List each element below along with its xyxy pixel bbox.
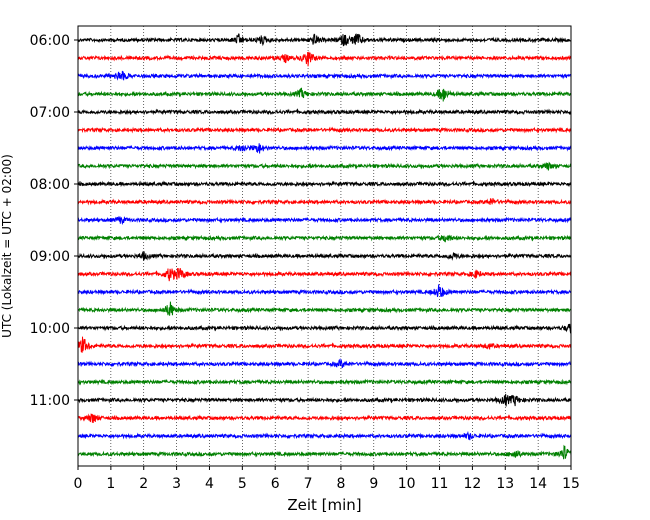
y-axis-label: UTC (Lokalzeit = UTC + 02:00) xyxy=(0,154,14,338)
x-tick-label: 3 xyxy=(172,476,181,492)
seismic-trace xyxy=(77,180,572,188)
seismic-trace xyxy=(77,234,572,243)
x-tick-label: 5 xyxy=(238,476,247,492)
seismic-trace xyxy=(77,108,572,116)
x-tick-label: 13 xyxy=(496,476,514,492)
x-tick-label: 12 xyxy=(463,476,481,492)
y-tick-label: 06:00 xyxy=(30,33,70,49)
seismic-trace xyxy=(77,393,572,407)
seismic-trace xyxy=(77,87,572,102)
seismic-trace xyxy=(77,301,572,316)
seismic-trace xyxy=(77,143,572,154)
seismic-trace xyxy=(77,323,572,334)
seismic-trace xyxy=(77,413,572,423)
plot-frame xyxy=(77,25,572,467)
seismic-trace xyxy=(77,268,572,282)
seismic-trace xyxy=(77,430,572,441)
x-tick-label: 15 xyxy=(562,476,580,492)
x-axis-ticks: 0 1 2 3 4 5 6 7 8 9 10 11 12 13 14 15 xyxy=(74,466,580,492)
y-tick-label: 09:00 xyxy=(30,249,70,265)
y-tick-label: 07:00 xyxy=(30,105,70,121)
seismic-trace xyxy=(77,358,572,369)
x-tick-label: 1 xyxy=(106,476,115,492)
seismic-trace xyxy=(77,444,572,460)
seismic-trace xyxy=(77,33,572,47)
grid-lines xyxy=(110,26,539,466)
seismic-trace xyxy=(77,251,572,261)
seismic-trace xyxy=(77,198,572,206)
x-tick-label: 9 xyxy=(369,476,378,492)
trace-lines xyxy=(77,33,572,460)
x-axis-label: Zeit [min] xyxy=(287,496,361,514)
x-tick-label: 11 xyxy=(431,476,449,492)
seismic-trace xyxy=(77,215,572,225)
plot-background xyxy=(78,26,571,466)
y-tick-label: 08:00 xyxy=(30,177,70,193)
seismic-trace xyxy=(77,126,572,134)
y-tick-label: 10:00 xyxy=(30,321,70,337)
seismic-trace xyxy=(77,336,572,353)
x-tick-label: 14 xyxy=(529,476,547,492)
x-tick-label: 2 xyxy=(139,476,148,492)
x-tick-label: 0 xyxy=(74,476,83,492)
x-tick-label: 10 xyxy=(398,476,416,492)
seismic-trace xyxy=(77,161,572,171)
seismic-trace xyxy=(77,51,572,67)
y-axis-ticks: 06:00 07:00 08:00 09:00 10:00 11:00 xyxy=(30,33,78,409)
x-tick-label: 7 xyxy=(304,476,313,492)
seismic-trace xyxy=(77,284,572,298)
x-tick-label: 8 xyxy=(336,476,345,492)
seismic-trace xyxy=(77,378,572,386)
x-tick-label: 6 xyxy=(271,476,280,492)
y-tick-label: 11:00 xyxy=(30,393,70,409)
x-tick-label: 4 xyxy=(205,476,214,492)
seismic-trace xyxy=(77,70,572,81)
